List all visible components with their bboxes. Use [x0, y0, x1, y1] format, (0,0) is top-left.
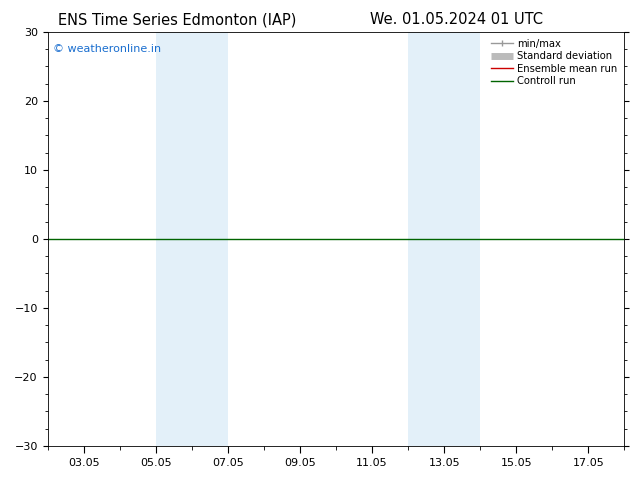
Text: ENS Time Series Edmonton (IAP): ENS Time Series Edmonton (IAP): [58, 12, 297, 27]
Bar: [156, 32, 228, 446]
Text: © weatheronline.in: © weatheronline.in: [53, 44, 162, 54]
Text: We. 01.05.2024 01 UTC: We. 01.05.2024 01 UTC: [370, 12, 543, 27]
Legend: min/max, Standard deviation, Ensemble mean run, Controll run: min/max, Standard deviation, Ensemble me…: [489, 37, 619, 88]
Bar: [408, 32, 481, 446]
